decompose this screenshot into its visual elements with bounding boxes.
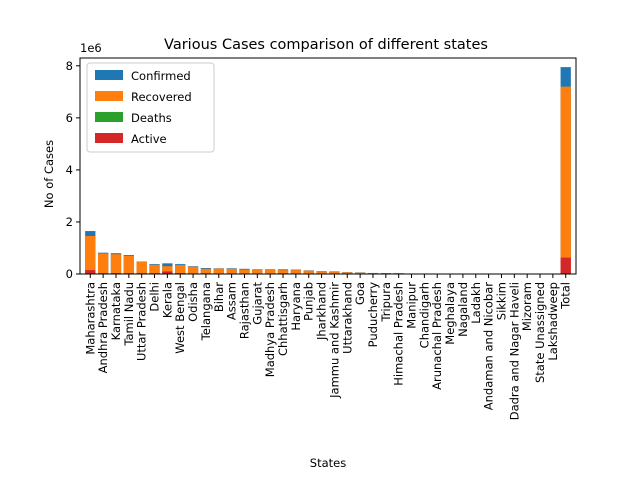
bar-active-0 (85, 270, 96, 274)
bar-recovered-21 (354, 272, 366, 274)
x-tick-label: Jharkhand (315, 282, 329, 341)
x-tick-label: Andhra Pradesh (96, 282, 110, 373)
x-tick-label: Mizoram (520, 282, 534, 331)
bar-recovered-5 (149, 264, 160, 274)
y-tick-label: 4 (66, 163, 73, 177)
bar-recovered-1 (97, 253, 109, 274)
x-tick-label: Tripura (379, 282, 393, 323)
x-tick-label: Karnataka (109, 282, 123, 340)
x-tick-label: Kerala (160, 282, 174, 318)
x-tick-label: Bihar (212, 282, 226, 312)
x-tick-label: Himachal Pradesh (392, 282, 406, 386)
plot-frame (79, 57, 577, 275)
x-tick-label: Ladakh (469, 282, 483, 324)
x-tick-label: Assam (225, 282, 239, 320)
x-tick-label: Chhattisgarh (276, 282, 290, 356)
y-tick-label: 2 (66, 215, 73, 229)
bar-recovered-18 (316, 271, 327, 274)
bar-active-6 (162, 271, 173, 274)
bar-recovered-2 (110, 254, 122, 274)
bar-recovered-4 (136, 261, 147, 274)
x-tick-label: Gujarat (250, 282, 264, 325)
chart-title: Various Cases comparison of different st… (164, 37, 488, 53)
x-tick-label: Odisha (186, 282, 200, 322)
x-tick-label: Uttar Pradesh (135, 282, 149, 361)
x-tick-label: Sikkim (494, 282, 508, 320)
bar-recovered-0 (85, 236, 96, 274)
x-tick-label: Goa (353, 282, 367, 305)
bar-recovered-37 (560, 86, 571, 274)
y-tick-label: 8 (66, 59, 73, 73)
y-axis-label: No of Cases (42, 140, 56, 208)
bar-recovered-9 (200, 268, 212, 274)
x-tick-label: Tamil Nadu (122, 282, 136, 347)
legend-swatch (95, 133, 123, 143)
x-tick-label: Total (559, 282, 573, 310)
legend-box (86, 62, 215, 153)
legend-label: Deaths (131, 111, 172, 125)
x-tick-label: Dadra and Nagar Haveli (507, 282, 521, 420)
bar-recovered-11 (226, 268, 237, 274)
x-tick-label: Rajasthan (237, 282, 251, 339)
bar-recovered-13 (252, 269, 263, 274)
y-tick-label: 6 (66, 111, 73, 125)
bar-recovered-8 (187, 266, 199, 274)
x-tick-label: Maharashtra (83, 282, 97, 355)
x-tick-label: Manipur (405, 282, 419, 329)
bars-group (85, 67, 571, 274)
bar-recovered-7 (175, 265, 186, 274)
x-tick-label: West Bengal (173, 282, 187, 354)
x-tick-label: Uttarakhand (340, 282, 354, 354)
legend-label: Recovered (131, 90, 192, 104)
x-tick-label: Andaman and Nicobar (482, 282, 496, 410)
y-tick-label: 0 (66, 267, 73, 281)
legend-swatch (95, 112, 123, 122)
bar-recovered-14 (265, 269, 276, 274)
x-tick-label: Punjab (302, 282, 316, 321)
x-tick-label: State Unassigned (533, 282, 547, 383)
x-tick-label: Jammu and Kashmir (327, 282, 341, 399)
x-tick-label: Lakshadweep (546, 282, 560, 361)
x-tick-label: Nagaland (456, 282, 470, 337)
x-tick-label: Arunachal Pradesh (430, 282, 444, 390)
bar-recovered-12 (239, 269, 250, 274)
x-tick-label: Meghalaya (443, 282, 457, 345)
bar-recovered-15 (277, 270, 289, 274)
bar-recovered-19 (329, 271, 340, 274)
bar-recovered-20 (342, 272, 353, 274)
bar-recovered-3 (123, 255, 134, 274)
x-tick-label: Delhi (148, 282, 162, 312)
legend: Confirmed Recovered Deaths Active (86, 62, 215, 153)
bar-recovered-10 (213, 268, 224, 274)
x-axis-label: States (310, 456, 346, 470)
legend-label: Confirmed (131, 69, 191, 83)
bar-recovered-6 (162, 266, 173, 274)
x-tick-label: Telangana (199, 282, 213, 341)
x-tick-label: Haryana (289, 282, 303, 331)
legend-swatch (95, 70, 123, 80)
y-axis: 0 2 4 6 8 (66, 59, 80, 281)
bar-recovered-16 (290, 270, 302, 274)
x-tick-label: Puducherry (366, 282, 380, 348)
x-tick-label: Madhya Pradesh (263, 282, 277, 377)
bar-active-37 (560, 257, 571, 274)
legend-label: Active (131, 132, 167, 146)
x-tick-label: Chandigarh (417, 282, 431, 348)
bar-recovered-17 (303, 270, 314, 274)
legend-swatch (95, 91, 123, 101)
y-axis-multiplier: 1e6 (80, 41, 102, 55)
